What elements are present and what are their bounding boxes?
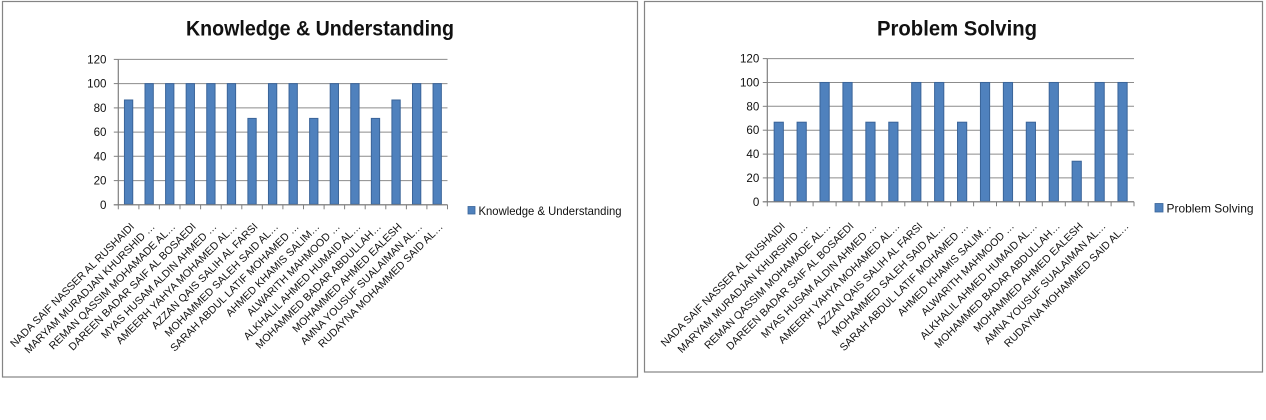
svg-text:20: 20 (94, 175, 107, 188)
svg-text:Knowledge & Understanding: Knowledge & Understanding (186, 17, 454, 41)
svg-text:60: 60 (94, 126, 107, 139)
svg-text:80: 80 (746, 100, 759, 113)
svg-text:40: 40 (746, 148, 759, 161)
svg-text:20: 20 (746, 172, 759, 185)
svg-text:0: 0 (100, 199, 106, 212)
svg-text:0: 0 (753, 196, 759, 209)
svg-text:60: 60 (746, 124, 759, 137)
svg-text:Problem Solving: Problem Solving (877, 17, 1037, 41)
svg-text:100: 100 (87, 78, 106, 91)
svg-text:80: 80 (94, 102, 107, 115)
svg-text:100: 100 (740, 77, 759, 90)
svg-text:Problem Solving: Problem Solving (1167, 202, 1254, 216)
svg-text:120: 120 (740, 53, 759, 66)
svg-text:Knowledge & Understanding: Knowledge & Understanding (479, 204, 622, 218)
svg-text:40: 40 (94, 150, 107, 163)
svg-text:120: 120 (87, 53, 106, 66)
